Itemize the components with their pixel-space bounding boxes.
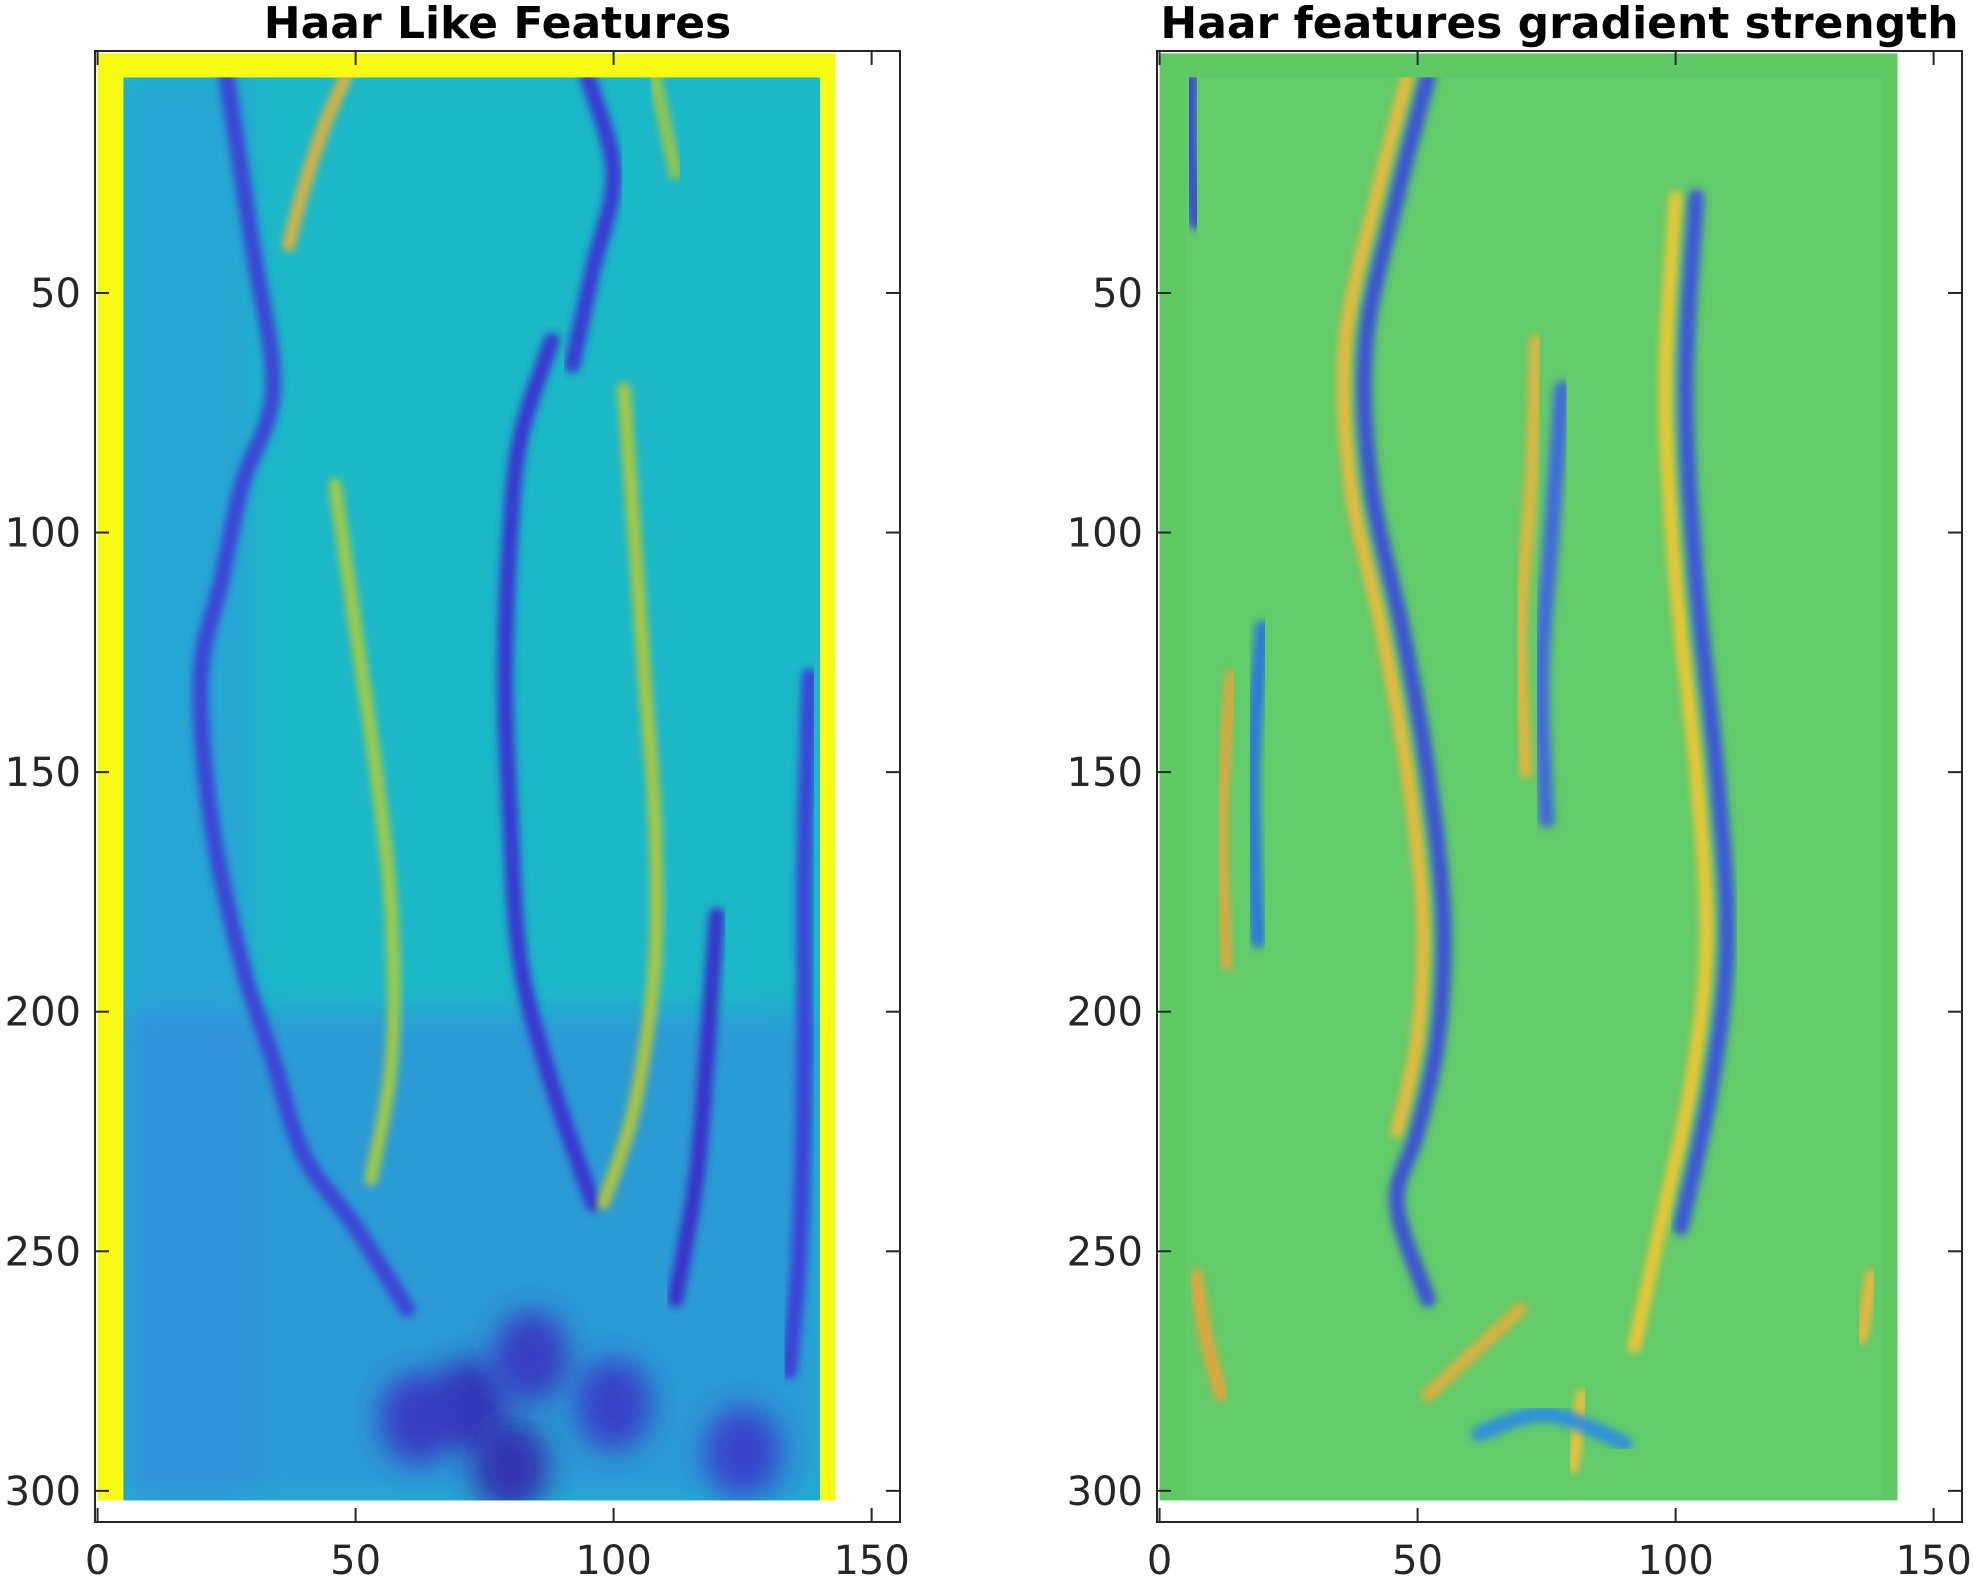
heatmap-high-ridge bbox=[648, 77, 683, 180]
heatmap-low-ridge bbox=[667, 907, 725, 1308]
panel-haar-gradient-strength: 0 50 100 150 50 100 150 200 250 300 Haar features … bbox=[1067, 0, 1972, 1581]
heatmap-high-ridge bbox=[1627, 190, 1714, 1354]
x-tick-label: 0 bbox=[1147, 1538, 1172, 1581]
y-tick-label: 150 bbox=[1067, 750, 1143, 796]
heatmap-background bbox=[1185, 77, 1883, 1501]
heatmap-image bbox=[123, 77, 821, 1501]
heatmap-dark-region bbox=[575, 1358, 652, 1451]
x-tick-label: 100 bbox=[575, 1538, 651, 1581]
heatmap-low-ridge bbox=[192, 77, 416, 1317]
chart-title: Haar Like Features bbox=[264, 0, 731, 49]
heatmap-image bbox=[1185, 77, 1883, 1501]
heatmap-low-ridge bbox=[1533, 380, 1571, 829]
heatmap-low-ridge bbox=[1672, 189, 1736, 1236]
x-tick-label: 50 bbox=[1392, 1538, 1443, 1581]
heatmap-high-ridge bbox=[1189, 1268, 1228, 1402]
heatmap-high-ridge bbox=[1421, 1302, 1528, 1402]
heatmap-high-ridge bbox=[596, 382, 664, 1210]
heatmap-low-ridge bbox=[564, 77, 622, 373]
heatmap-high-ridge bbox=[282, 77, 352, 252]
heatmap-low-ridge bbox=[1356, 77, 1452, 1308]
heatmap-high-ridge bbox=[1514, 334, 1543, 779]
heatmap-high-ridge bbox=[1214, 669, 1239, 971]
chart-title: Haar features gradient strength bbox=[1160, 0, 1958, 49]
heatmap-high-ridge bbox=[328, 478, 401, 1186]
heatmap-dark-region bbox=[493, 1310, 570, 1403]
y-tick-label: 300 bbox=[1067, 1469, 1143, 1515]
heatmap-low-ridge bbox=[497, 332, 601, 1212]
y-tick-label: 100 bbox=[5, 511, 81, 557]
x-tick-label: 100 bbox=[1637, 1538, 1713, 1581]
y-tick-label: 100 bbox=[1067, 511, 1143, 557]
y-tick-label: 250 bbox=[5, 1229, 81, 1275]
heatmap-dark-region bbox=[379, 1372, 456, 1465]
heatmap-low-ridge bbox=[1244, 620, 1271, 948]
y-tick-label: 300 bbox=[5, 1469, 81, 1515]
axes-box bbox=[1156, 50, 1963, 1523]
panel-haar-like-features: 0 50 100 150 50 100 150 200 250 300 Haar Like Feat… bbox=[5, 0, 910, 1581]
x-tick-label: 150 bbox=[1895, 1538, 1971, 1581]
heatmap-dark-region bbox=[472, 1420, 549, 1501]
x-tick-label: 50 bbox=[330, 1538, 381, 1581]
y-tick-label: 200 bbox=[1067, 990, 1143, 1036]
heatmap-low-ridge bbox=[1185, 77, 1204, 230]
y-tick-label: 200 bbox=[5, 990, 81, 1036]
y-tick-label: 50 bbox=[1092, 271, 1143, 317]
heatmap-low-ridge bbox=[1471, 1406, 1632, 1451]
axes-box bbox=[94, 50, 901, 1523]
y-tick-label: 150 bbox=[5, 750, 81, 796]
heatmap-low-ridge bbox=[781, 668, 818, 1380]
heatmap-high-ridge bbox=[1336, 77, 1430, 1138]
x-tick-label: 150 bbox=[833, 1538, 909, 1581]
x-tick-label: 0 bbox=[85, 1538, 110, 1581]
y-tick-label: 50 bbox=[30, 271, 81, 317]
heatmap-high-ridge bbox=[1854, 1268, 1879, 1345]
heatmap-dark-region bbox=[704, 1406, 781, 1499]
heatmap-left-shading bbox=[123, 77, 253, 1501]
y-tick-label: 250 bbox=[1067, 1229, 1143, 1275]
